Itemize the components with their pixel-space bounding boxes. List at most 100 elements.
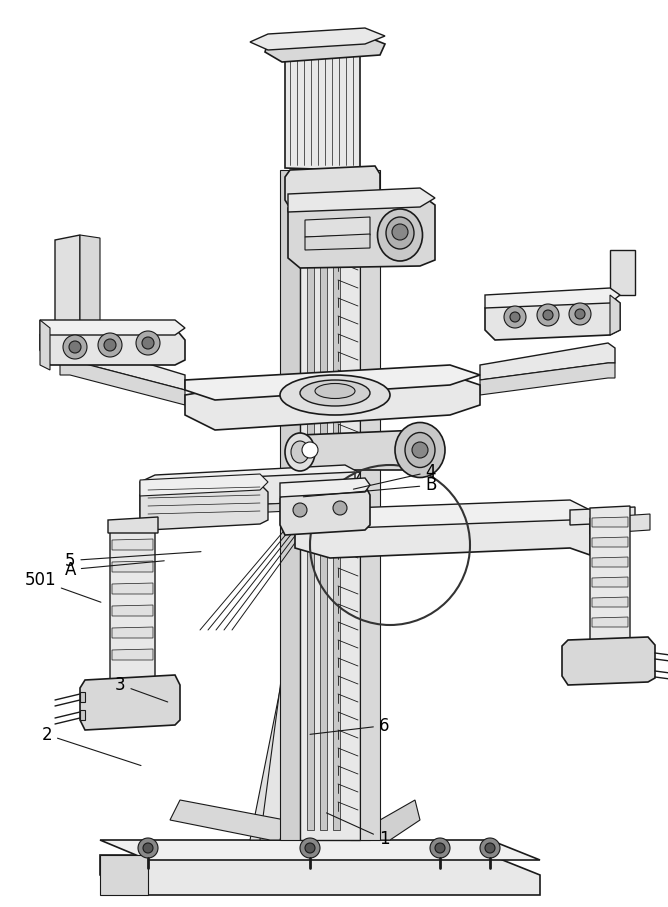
Circle shape [569,303,591,325]
Text: B: B [303,476,437,497]
Text: 2: 2 [41,726,141,766]
Polygon shape [170,800,285,840]
Circle shape [510,312,520,322]
Polygon shape [307,180,314,830]
Circle shape [104,339,116,351]
Circle shape [430,838,450,858]
Polygon shape [40,320,50,370]
Ellipse shape [315,384,355,398]
Circle shape [392,224,408,240]
Polygon shape [590,506,630,640]
Circle shape [138,838,158,858]
Polygon shape [485,288,620,308]
Circle shape [63,335,87,359]
Polygon shape [260,650,360,840]
Polygon shape [280,170,300,840]
Polygon shape [592,617,628,627]
Circle shape [575,309,585,319]
Polygon shape [280,478,370,497]
Polygon shape [100,855,540,895]
Polygon shape [185,375,480,430]
Circle shape [504,306,526,328]
Polygon shape [60,360,185,405]
Polygon shape [55,235,80,328]
Polygon shape [100,855,148,895]
Polygon shape [480,363,615,395]
Polygon shape [305,217,370,237]
Circle shape [293,503,307,517]
Polygon shape [333,180,340,830]
Polygon shape [80,235,100,328]
Circle shape [485,843,495,853]
Polygon shape [320,180,327,830]
Circle shape [435,843,445,853]
Polygon shape [250,28,385,50]
Polygon shape [80,692,85,702]
Text: 1: 1 [327,813,389,848]
Circle shape [143,843,153,853]
Polygon shape [610,250,635,295]
Circle shape [537,304,559,326]
Polygon shape [285,44,360,170]
Polygon shape [300,430,420,470]
Polygon shape [100,840,540,860]
Polygon shape [305,234,370,250]
Polygon shape [592,537,628,547]
Polygon shape [480,343,615,380]
Polygon shape [112,561,153,572]
Text: 4: 4 [353,463,436,489]
Circle shape [305,843,315,853]
Polygon shape [140,472,355,510]
Polygon shape [40,320,185,335]
Polygon shape [80,675,180,730]
Polygon shape [60,340,185,390]
Polygon shape [112,649,153,660]
Ellipse shape [386,217,414,249]
Text: A: A [64,561,164,579]
Text: 6: 6 [310,717,389,735]
Polygon shape [140,474,268,496]
Circle shape [333,501,347,515]
Polygon shape [285,166,380,208]
Polygon shape [570,507,635,525]
Ellipse shape [395,423,445,477]
Polygon shape [110,527,155,680]
Polygon shape [112,539,153,550]
Ellipse shape [300,380,370,406]
Circle shape [300,838,320,858]
Circle shape [142,337,154,349]
Polygon shape [185,365,480,400]
Polygon shape [288,188,435,212]
Circle shape [543,310,553,320]
Text: 501: 501 [24,571,101,602]
Polygon shape [280,485,370,535]
Polygon shape [250,640,310,840]
Polygon shape [295,510,590,558]
Polygon shape [350,640,370,840]
Polygon shape [562,637,655,685]
Ellipse shape [291,441,309,463]
Circle shape [302,442,318,458]
Polygon shape [108,517,158,533]
Polygon shape [610,295,620,335]
Polygon shape [112,627,153,638]
Text: 5: 5 [65,551,201,570]
Ellipse shape [285,433,315,471]
Polygon shape [592,517,628,527]
Polygon shape [112,583,153,594]
Ellipse shape [405,433,435,467]
Polygon shape [300,170,360,840]
Polygon shape [80,710,85,720]
Polygon shape [140,500,355,518]
Polygon shape [140,484,268,530]
Polygon shape [592,557,628,567]
Polygon shape [592,577,628,587]
Circle shape [412,442,428,458]
Circle shape [98,333,122,357]
Polygon shape [288,194,435,268]
Polygon shape [295,500,590,530]
Polygon shape [112,605,153,616]
Polygon shape [380,800,420,840]
Polygon shape [140,465,360,492]
Polygon shape [592,597,628,607]
